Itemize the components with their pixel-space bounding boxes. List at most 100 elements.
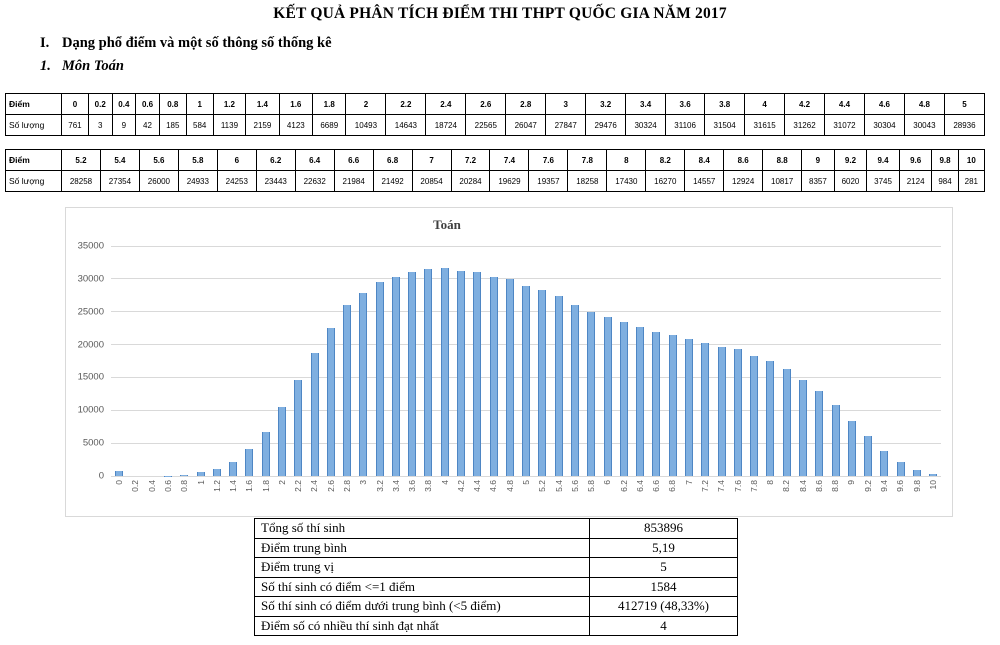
count-cell: 4123 [278, 114, 314, 136]
bar-slot [290, 246, 306, 476]
count-cell: 10493 [345, 114, 387, 136]
bar [212, 468, 221, 476]
bar-slot [420, 246, 436, 476]
x-axis-tick-label: 5.2 [537, 480, 548, 492]
bar [343, 304, 352, 476]
bar [798, 380, 807, 476]
score-cell: 2.8 [505, 93, 547, 115]
score-cell: 4.6 [863, 93, 905, 115]
count-cell: 18258 [567, 170, 608, 192]
count-row-label: Số lượng [5, 170, 62, 192]
score-cell: 2 [345, 93, 387, 115]
count-cell: 17430 [606, 170, 647, 192]
bar [733, 348, 742, 476]
score-row-label: Điểm [5, 93, 62, 115]
score-cell: 7.2 [450, 149, 491, 171]
count-cell: 21984 [333, 170, 374, 192]
score-table: Điểm 5.2 5.4 5.6 5.8 6 6.2 6.4 6.6 6.8 7 7.2 7.4 7.6 7… [5, 149, 986, 192]
score-cell: 5.4 [99, 149, 140, 171]
x-axis-tick-label: 3.4 [390, 480, 401, 492]
summary-label: Số thí sinh có điểm dưới trung bình (<5 … [254, 596, 590, 617]
x-axis-tick-label: 8.2 [781, 480, 792, 492]
count-cell: 2159 [245, 114, 280, 136]
bar [522, 285, 531, 476]
score-cell: 0.4 [111, 93, 137, 115]
x-axis-tick-label: 4.4 [472, 480, 483, 492]
x-axis-tick-label: 0.4 [146, 480, 157, 492]
x-axis-tick-label: 3 [358, 480, 369, 485]
x-axis-tick-label: 7.6 [732, 480, 743, 492]
bar [115, 471, 124, 476]
bar-slot [746, 246, 762, 476]
count-cell: 21492 [372, 170, 413, 192]
score-table: Điểm 0 0.2 0.4 0.6 0.8 1 1.2 1.4 1.6 1.8 2 2.2 2.4 2.6… [5, 93, 986, 136]
score-cell: 7.8 [567, 149, 608, 171]
bar-slot [176, 246, 192, 476]
count-cell: 12924 [723, 170, 764, 192]
bar [912, 469, 921, 476]
bar [538, 290, 547, 476]
score-cell: 3 [545, 93, 587, 115]
bar [554, 296, 563, 476]
x-axis-tick-label: 0.8 [179, 480, 190, 492]
score-cell: 6 [216, 149, 257, 171]
bar-slot [860, 246, 876, 476]
bar-slot [323, 246, 339, 476]
bar [782, 369, 791, 476]
x-axis-tick-label: 0 [114, 480, 125, 485]
y-axis-tick-label: 25000 [77, 306, 104, 318]
bar-slot [453, 246, 469, 476]
count-cell: 31504 [704, 114, 746, 136]
count-row: Số lượng 28258 27354 26000 24933 24253 23443 22… [5, 170, 986, 192]
score-cell: 8 [606, 149, 647, 171]
score-cell: 9.6 [898, 149, 933, 171]
bar-slot [372, 246, 388, 476]
score-cell: 5.8 [177, 149, 218, 171]
score-cell: 0.6 [135, 93, 160, 115]
bar [310, 352, 319, 476]
bar [489, 276, 498, 476]
x-axis-tick-label: 7.8 [748, 480, 759, 492]
bar-slot [632, 246, 648, 476]
count-cell: 6020 [833, 170, 868, 192]
bar-series [111, 246, 941, 476]
bar-slot [909, 246, 925, 476]
bar-slot [779, 246, 795, 476]
score-row: Điểm 5.2 5.4 5.6 5.8 6 6.2 6.4 6.6 6.8 7 7.2 7.4 7.6 7… [5, 149, 986, 171]
score-cell: 3.2 [585, 93, 627, 115]
bar-slot [599, 246, 615, 476]
summary-value: 412719 (48,33%) [589, 596, 738, 617]
count-cell: 31262 [784, 114, 826, 136]
bar [571, 305, 580, 476]
bar [652, 331, 661, 476]
summary-stats-table: Tổng số thí sinh 853896 Điểm trung bình 5,1… [254, 518, 738, 636]
bar-slot [665, 246, 681, 476]
x-axis-tick-label: 3.2 [374, 480, 385, 492]
bar-slot [713, 246, 729, 476]
bar [717, 347, 726, 476]
count-cell: 27354 [99, 170, 140, 192]
score-cell: 6.8 [372, 149, 413, 171]
bar [180, 474, 189, 476]
bar [880, 451, 889, 476]
score-cell: 2.4 [425, 93, 467, 115]
x-axis-tick-label: 1.4 [228, 480, 239, 492]
gridline [111, 278, 941, 280]
bar-slot [437, 246, 453, 476]
score-cell: 9.2 [833, 149, 868, 171]
count-cell: 18724 [425, 114, 467, 136]
x-axis-tick-label: 6.6 [651, 480, 662, 492]
x-axis-tick-label: 2.6 [325, 480, 336, 492]
x-axis-tick-label: 0.6 [162, 480, 173, 492]
bar [440, 268, 449, 476]
bar-slot [502, 246, 518, 476]
x-axis-tick-label: 6.8 [667, 480, 678, 492]
x-axis-tick-label: 2 [276, 480, 287, 485]
score-cell: 1 [185, 93, 214, 115]
section-heading: I. Dạng phổ điểm và một số thông số thống… [40, 35, 332, 52]
bar-slot [893, 246, 909, 476]
x-axis-tick-label: 7.2 [700, 480, 711, 492]
score-cell: 3.6 [665, 93, 706, 115]
count-cell: 761 [61, 114, 89, 136]
